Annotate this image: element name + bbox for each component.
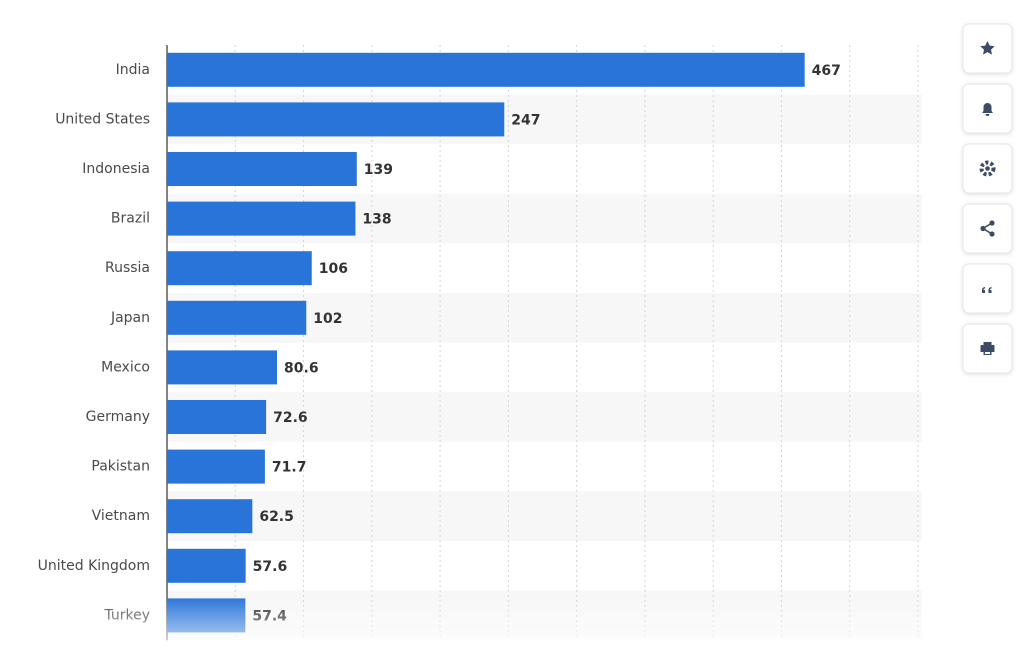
bar — [167, 300, 307, 335]
gear-icon — [979, 160, 996, 177]
category-label: Pakistan — [91, 459, 150, 475]
bell-icon — [982, 103, 993, 116]
value-label: 57.6 — [253, 559, 288, 575]
category-label: Brazil — [111, 211, 150, 227]
bar — [167, 152, 357, 186]
bar — [167, 201, 356, 236]
value-label: 102 — [313, 311, 342, 327]
value-label: 62.5 — [259, 509, 294, 525]
quote-icon — [982, 287, 992, 293]
gear-center — [985, 166, 990, 171]
toolbar — [962, 23, 1013, 374]
value-label: 139 — [364, 162, 393, 178]
value-label: 80.6 — [284, 360, 319, 376]
bar — [167, 52, 805, 87]
category-label: Germany — [86, 409, 150, 425]
print-icon — [980, 342, 995, 355]
bar — [167, 400, 267, 434]
bar — [167, 548, 246, 583]
value-label: 71.7 — [272, 460, 307, 476]
value-label: 72.6 — [273, 410, 308, 426]
star-icon — [980, 41, 995, 55]
bar — [167, 102, 505, 137]
share-button[interactable] — [962, 203, 1013, 254]
value-label: 106 — [319, 261, 348, 277]
category-label: Vietnam — [92, 508, 150, 524]
category-label: Mexico — [101, 359, 150, 375]
bar — [167, 350, 278, 385]
value-label: 467 — [812, 63, 841, 79]
bar — [167, 449, 265, 484]
category-label: Indonesia — [82, 161, 150, 177]
cite-button[interactable] — [962, 263, 1013, 314]
row-band — [167, 491, 922, 541]
share-icon — [980, 220, 995, 237]
bar — [167, 251, 312, 286]
value-label: 247 — [511, 112, 540, 128]
grid — [166, 45, 919, 641]
category-label: United States — [55, 111, 150, 127]
row-band — [167, 392, 922, 442]
bar — [167, 499, 253, 534]
category-label: India — [116, 62, 150, 78]
category-label: United Kingdom — [38, 558, 150, 574]
fade-overlay — [0, 596, 940, 660]
category-label: Russia — [105, 260, 150, 276]
toolbar-icons — [979, 41, 996, 355]
value-label: 138 — [362, 212, 391, 228]
category-label: Japan — [110, 310, 150, 326]
